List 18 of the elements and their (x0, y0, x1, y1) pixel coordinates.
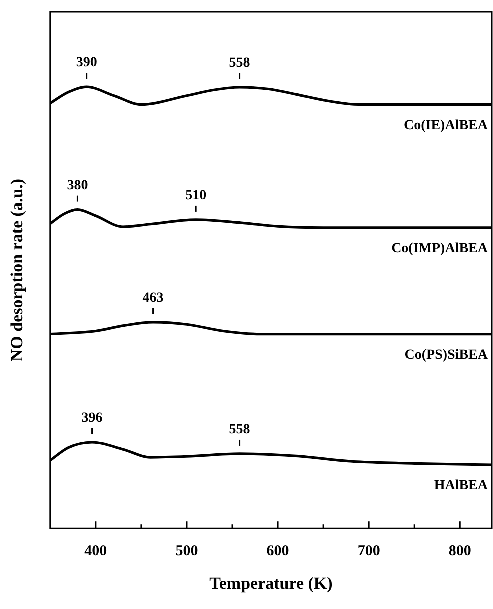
annotation: 463 (142, 291, 164, 306)
annotation: 380 (67, 178, 88, 194)
annotation: 396 (82, 411, 103, 426)
x-tick-label: 500 (176, 543, 198, 560)
x-tick-label: 600 (266, 543, 290, 560)
x-tick-label: 800 (448, 543, 472, 560)
annotation: 390 (76, 56, 98, 71)
annotation: 558 (229, 422, 250, 438)
series-label: Co(PS)SiBEA (404, 348, 489, 363)
annotation: 510 (186, 188, 207, 204)
x-tick-label: 700 (358, 543, 380, 560)
x-axis-title: Temperature (K) (210, 574, 333, 594)
series-label: HAlBEA (434, 478, 489, 494)
series-label: Co(IMP)AlBEA (392, 242, 489, 257)
series-label: Co(IE)AlBEA (404, 118, 489, 134)
x-tick-label: 400 (84, 543, 108, 560)
annotation: 558 (229, 56, 250, 72)
y-axis-title: NO desorption rate (a.u.) (8, 178, 27, 362)
